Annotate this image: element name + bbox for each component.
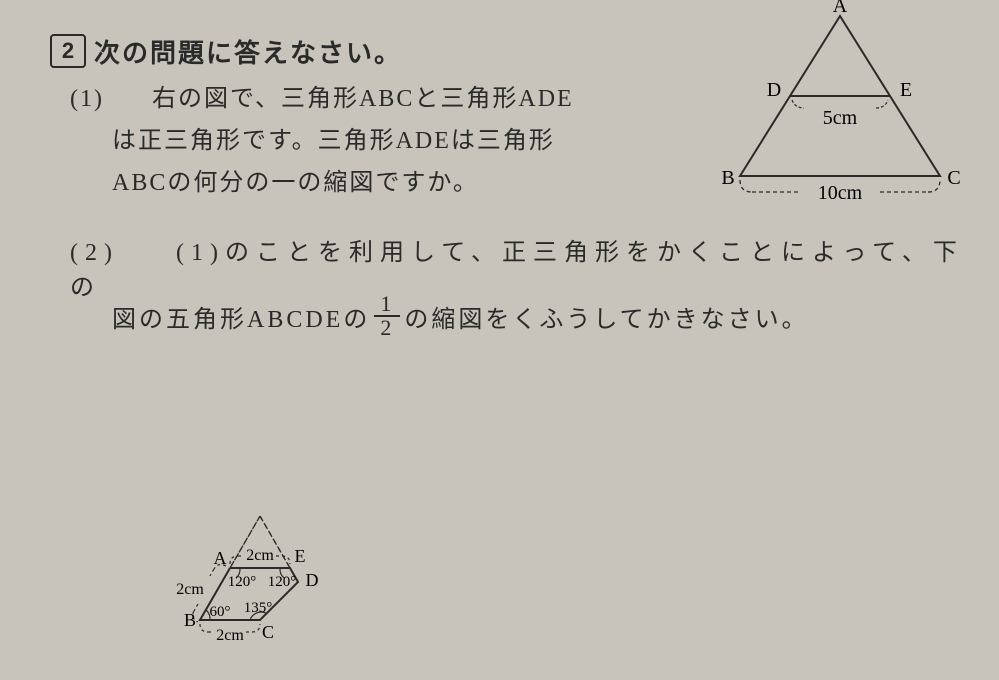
sub2-text2a: 図の五角形ABCDEの xyxy=(112,299,370,334)
problem-number: 2 xyxy=(62,38,74,64)
fraction-numerator: 1 xyxy=(374,293,400,317)
triangle-label-d: D xyxy=(767,79,781,101)
fraction-denominator: 2 xyxy=(374,317,400,339)
sub1-line1: (1) 右の図で、三角形ABCと三角形ADE xyxy=(70,78,574,113)
pentagon-label-a: A xyxy=(214,548,227,568)
triangle-label-c: C xyxy=(947,167,960,189)
pentagon-label-c: C xyxy=(262,622,274,642)
page: 2 次の問題に答えなさい。 (1) 右の図で、三角形ABCと三角形ADE は正三… xyxy=(0,0,999,680)
pentagon-figure: A B C D E 2cm 2cm 2cm 120° 120° 60° 135° xyxy=(90,350,510,680)
triangle-figure: A D E B C 5cm 10cm xyxy=(700,0,980,206)
sub2-line2: 図の五角形ABCDEの 1 2 の縮図をくふうしてかきなさい。 xyxy=(112,292,809,340)
sub1-line2: は正三角形です。三角形ADEは三角形 xyxy=(112,120,555,155)
pentagon-bc-label: 2cm xyxy=(216,627,244,644)
triangle-label-a: A xyxy=(833,0,848,17)
pentagon-angle-b: 60° xyxy=(210,604,231,620)
triangle-label-b: B xyxy=(721,167,734,189)
triangle-bc-label: 10cm xyxy=(818,182,863,204)
heading: 次の問題に答えなさい。 xyxy=(94,33,402,70)
sub1-text1: 右の図で、三角形ABCと三角形ADE xyxy=(152,86,574,112)
sub2-text2b: の縮図をくふうしてかきなさい。 xyxy=(404,299,808,334)
fraction-half: 1 2 xyxy=(374,293,400,339)
sub1-line3: ABCの何分の一の縮図ですか。 xyxy=(112,162,479,197)
sub2-marker: (2) xyxy=(70,240,119,266)
pentagon-angle-a: 120° xyxy=(228,574,257,590)
pentagon-angle-c: 135° xyxy=(244,600,273,616)
pentagon-ae-label: 2cm xyxy=(246,547,274,564)
problem-number-box: 2 xyxy=(50,34,86,68)
triangle-de-label: 5cm xyxy=(823,107,858,129)
sub1-marker: (1) xyxy=(70,86,104,112)
pentagon-label-d: D xyxy=(306,570,319,590)
triangle-label-e: E xyxy=(900,79,912,101)
pentagon-label-b: B xyxy=(184,610,196,630)
pentagon-label-e: E xyxy=(295,546,306,566)
pentagon-ab-label: 2cm xyxy=(176,581,204,598)
pentagon-angle-e: 120° xyxy=(268,574,297,590)
